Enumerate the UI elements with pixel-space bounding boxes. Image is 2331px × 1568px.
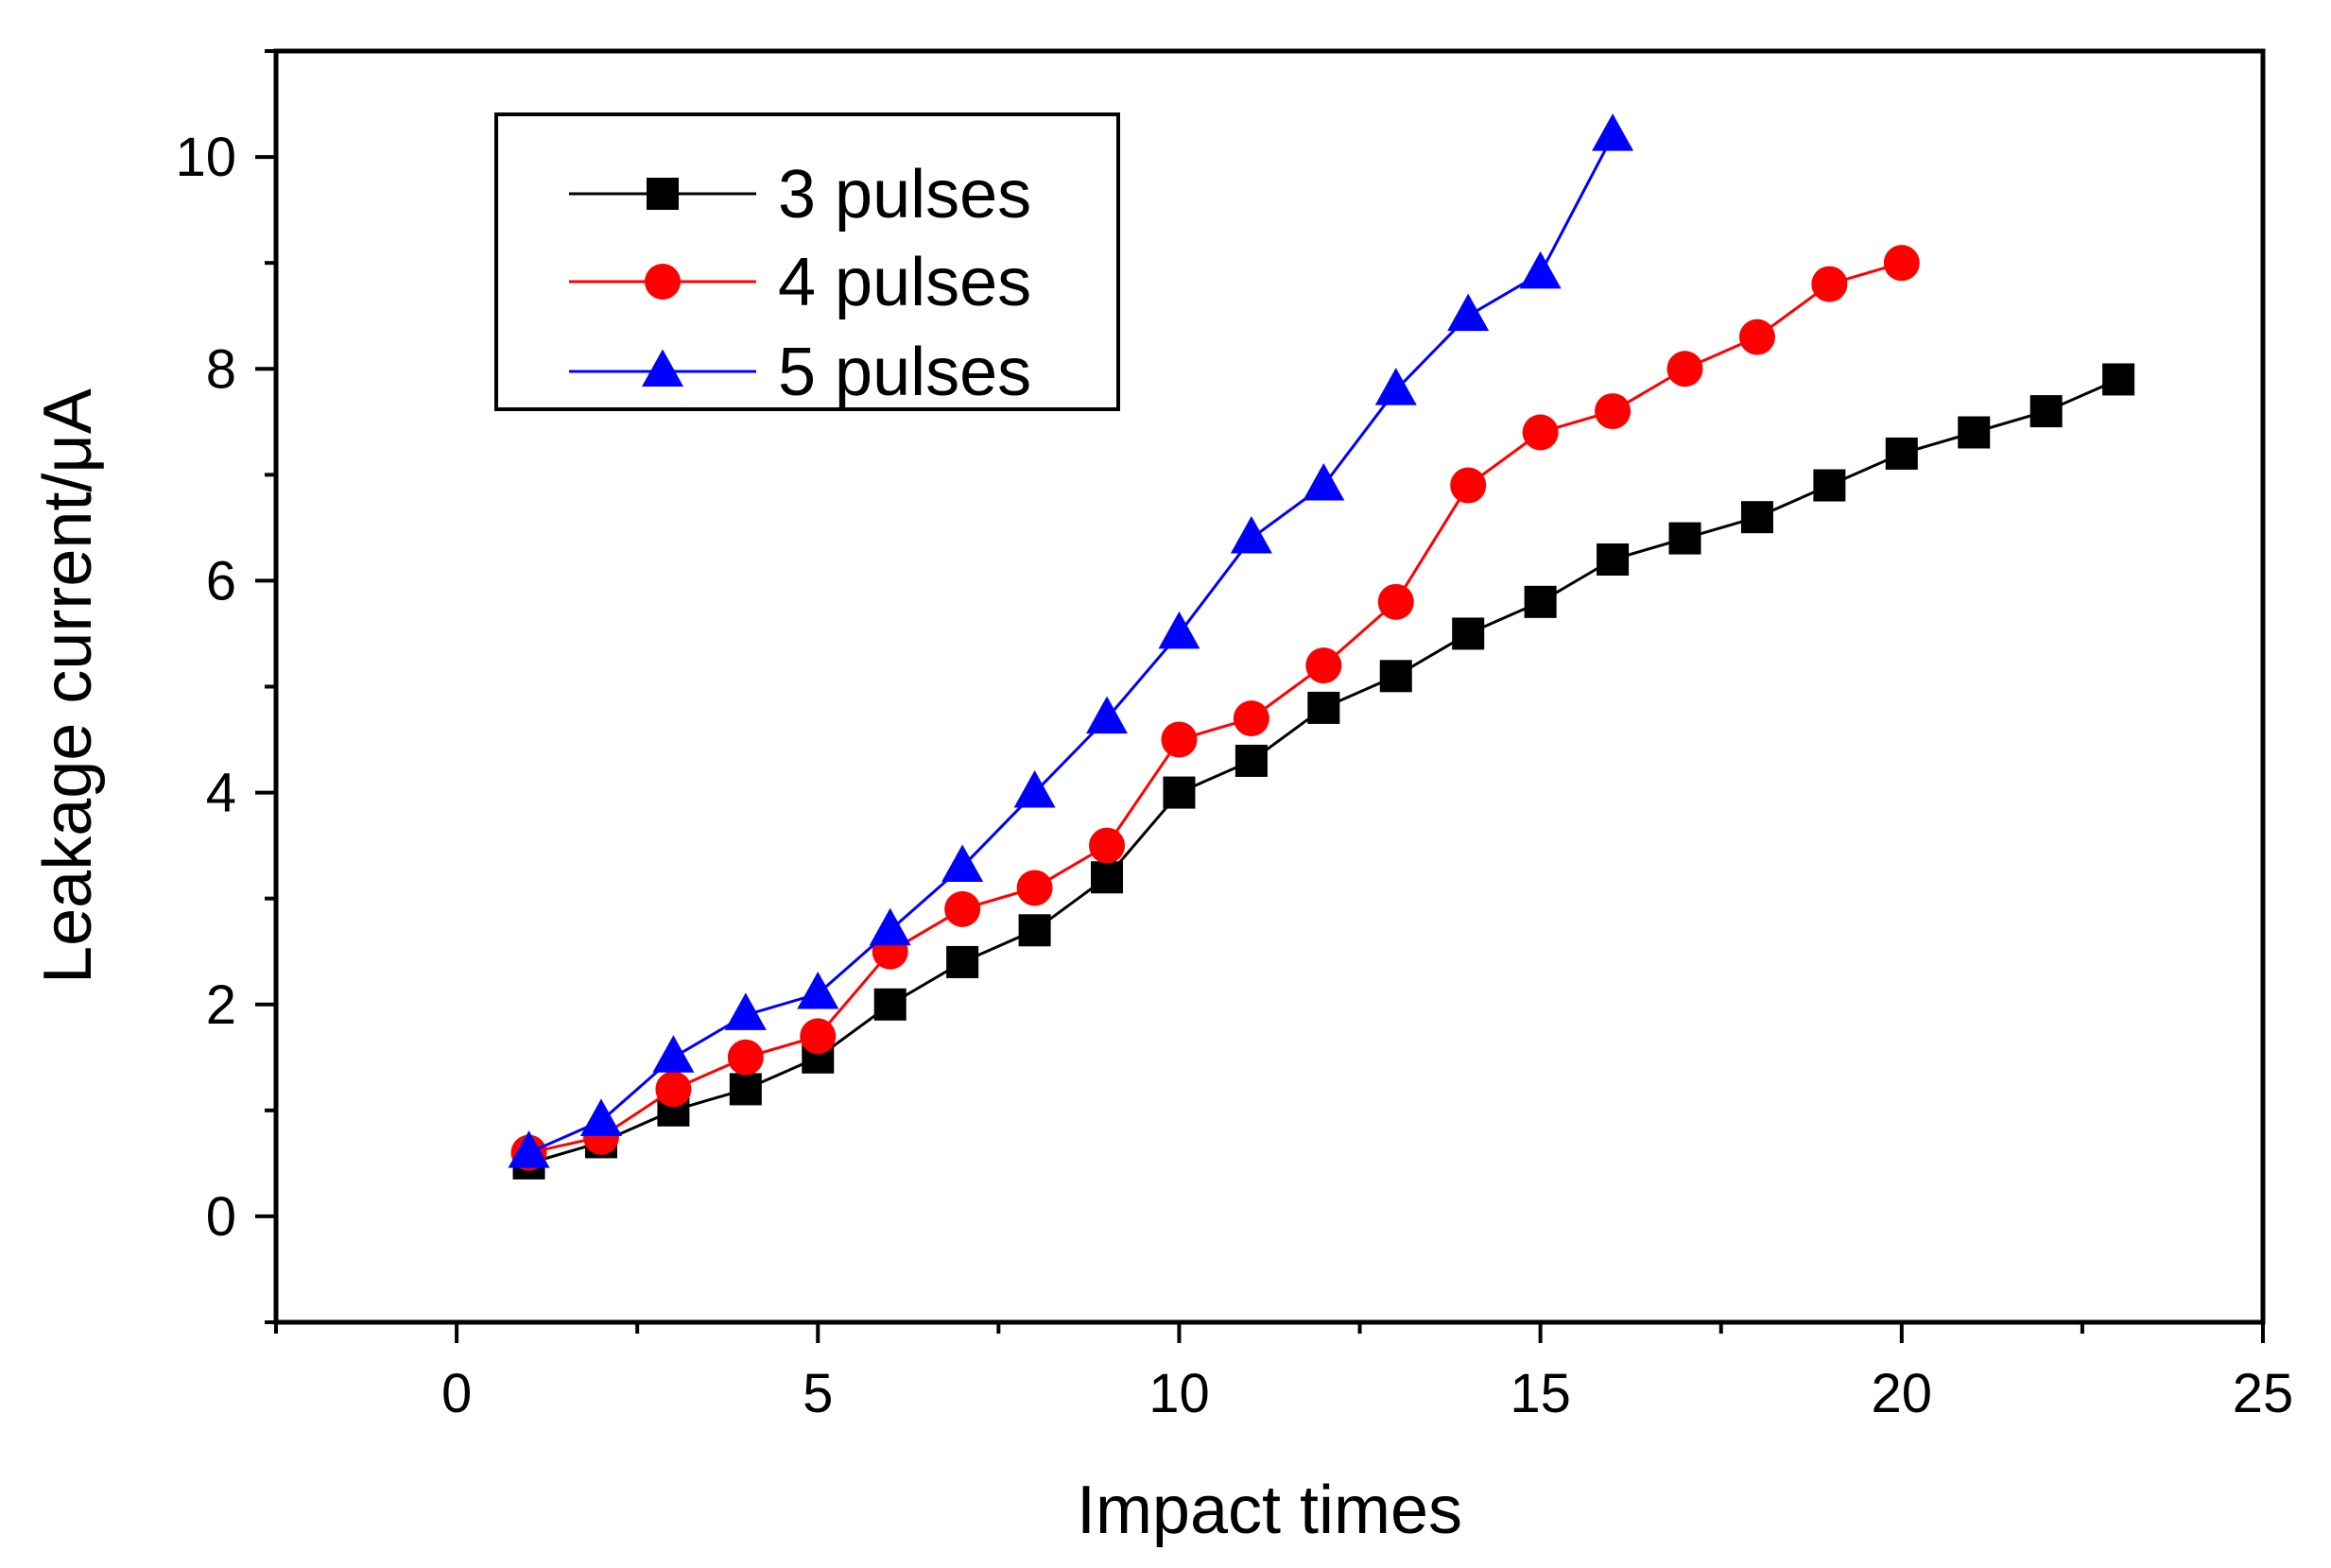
legend-box [494,112,1120,411]
data-point [1597,543,1630,576]
data-point [1018,914,1051,947]
data-point [2102,363,2135,396]
data-point [1519,250,1562,289]
data-point [727,1039,764,1076]
data-point [946,945,979,978]
y-tick-label: 10 [175,127,236,188]
data-point [1592,113,1634,151]
data-point [1666,351,1703,388]
series-layer [508,113,2135,1180]
data-point [873,988,906,1021]
y-tick-label: 0 [206,1186,236,1248]
y-tick-label: 8 [206,338,236,400]
data-point [1958,416,1991,449]
data-point [2029,395,2063,428]
data-point [1811,266,1848,302]
data-point [1163,776,1196,809]
data-point [1379,660,1412,693]
data-point [1233,700,1269,737]
data-point [1738,319,1775,355]
data-point [1013,770,1056,808]
data-point [724,992,767,1030]
y-tick-label: 6 [206,550,236,612]
data-point [655,1071,692,1108]
series-3 [508,113,1634,1168]
data-point [1883,245,1920,282]
data-point [1524,585,1557,618]
legend-marker [647,178,679,210]
x-axis-title: Impact times [1077,1473,1462,1548]
data-point [1161,721,1198,758]
data-point [1016,870,1053,906]
data-point [1452,617,1485,650]
data-point [1668,522,1701,555]
data-point [1230,516,1272,554]
series-line [527,134,1614,1155]
x-tick-label: 5 [803,1363,833,1424]
data-point [1303,462,1345,501]
x-tick-label: 0 [441,1363,472,1424]
legend: 3 pulses 4 pulses 5 pulses [494,112,1120,411]
legend-label: 4 pulses [778,245,1031,320]
legend-marker [642,349,683,387]
data-point [1086,696,1129,734]
axes: 0 5 10 15 20 25 0 2 4 6 8 10 [175,49,2294,1424]
data-point [1740,501,1773,534]
data-point [1091,861,1124,894]
legend-label: 3 pulses [778,157,1031,233]
data-point [800,1018,837,1055]
data-point [1235,744,1268,777]
data-point [1305,647,1342,684]
data-point [1307,691,1340,724]
data-point [1450,467,1487,504]
data-point [1522,414,1559,451]
x-tick-label: 10 [1148,1363,1210,1424]
data-point [1158,611,1200,649]
data-point [1377,583,1414,620]
data-point [729,1073,762,1106]
series-2 [510,245,1920,1171]
x-tick-label: 15 [1510,1363,1571,1424]
data-point [869,907,911,946]
legend-marker [645,264,681,300]
x-tick-label: 20 [1872,1363,1933,1424]
data-point [652,1035,695,1073]
data-point [941,844,984,883]
data-point [579,1098,622,1137]
data-point [944,890,981,927]
legend-items: 3 pulses 4 pulses 5 pulses [569,157,1031,410]
series-1 [512,363,2135,1180]
data-point [1447,293,1490,332]
data-point [508,1130,550,1168]
y-axis-title: Leakage current/μA [30,388,106,984]
data-point [1595,393,1632,430]
legend-label: 5 pulses [778,335,1031,410]
data-point [1885,437,1918,470]
data-point [1089,827,1126,864]
y-tick-label: 2 [206,974,236,1036]
data-point [797,971,839,1009]
y-tick-label: 4 [206,763,236,824]
data-point [1374,368,1417,405]
x-tick-label: 25 [2233,1363,2294,1424]
data-point [1813,469,1846,502]
